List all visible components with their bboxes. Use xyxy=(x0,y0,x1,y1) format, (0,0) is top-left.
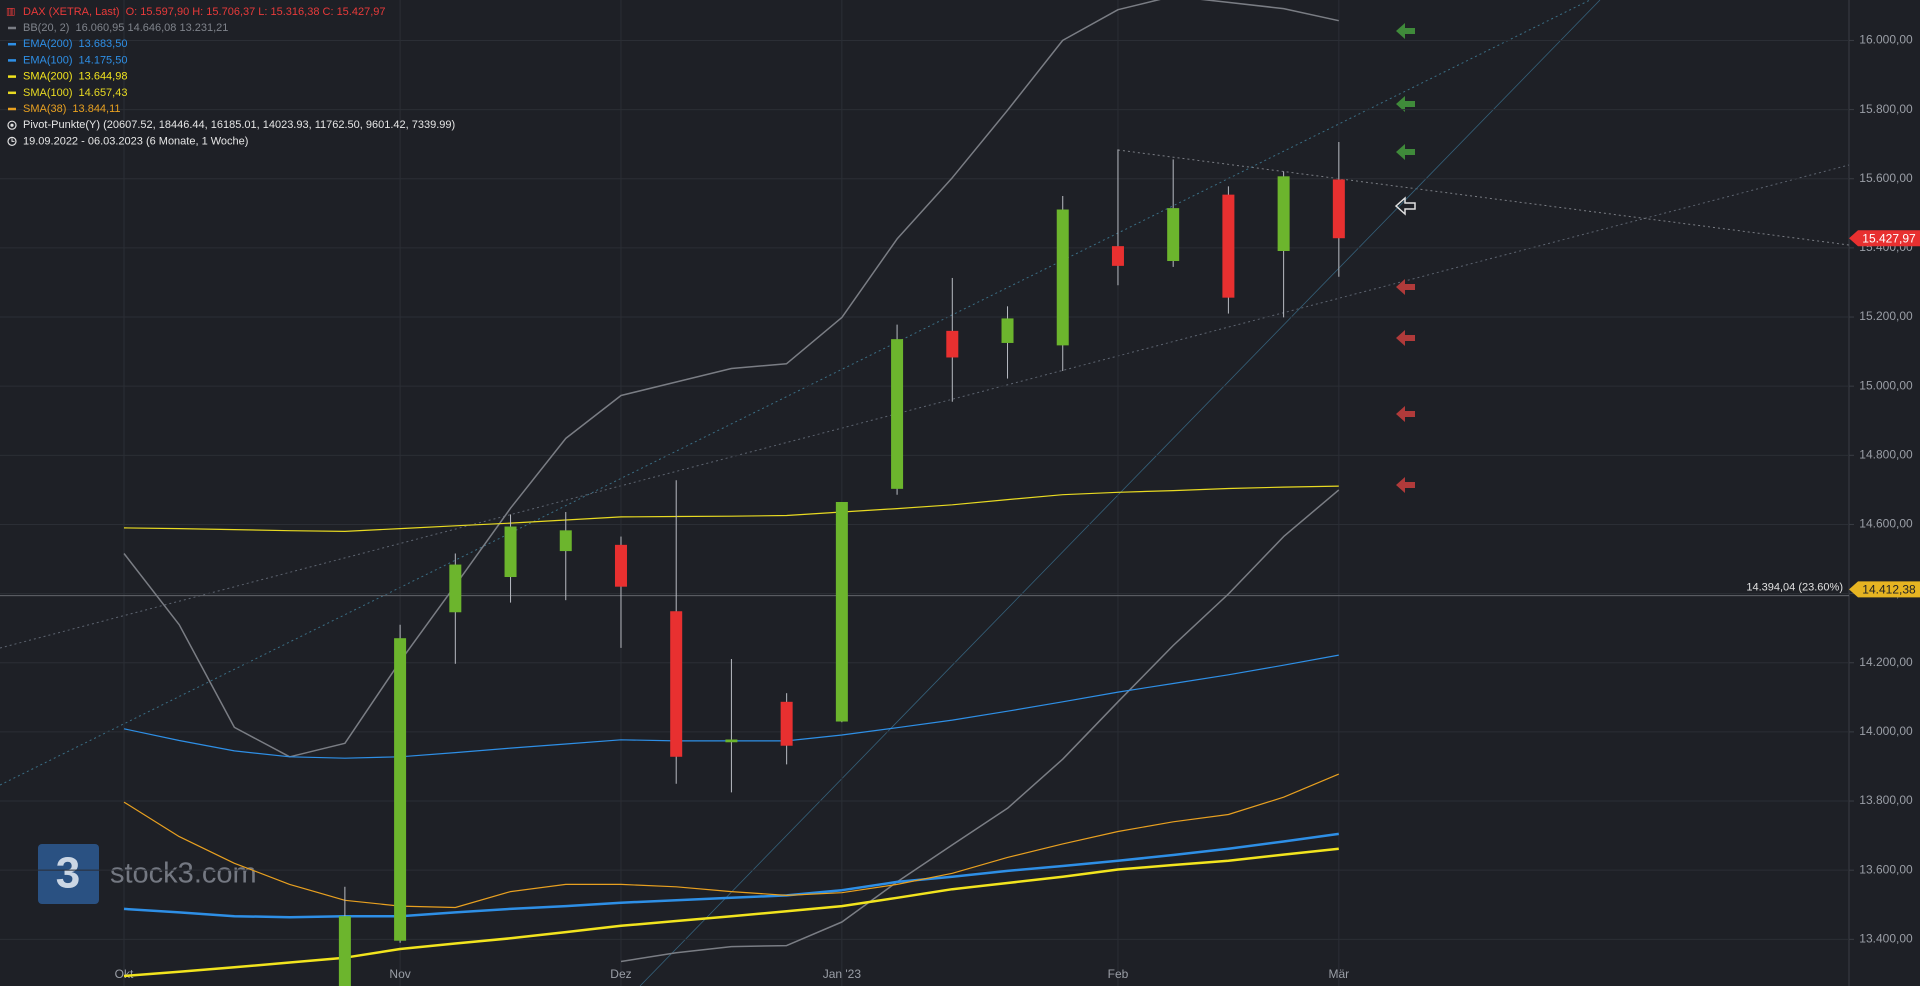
candle-body xyxy=(1222,194,1235,298)
clock-icon xyxy=(7,136,17,146)
y-tick-label: 14.600,00 xyxy=(1859,517,1913,531)
candle-body xyxy=(394,638,407,941)
candle-body xyxy=(338,916,351,986)
indicator-line xyxy=(123,485,1339,532)
legend-name: BB(20, 2) xyxy=(23,22,69,34)
arrow-up xyxy=(1396,96,1415,112)
title-text: DAX (XETRA, Last) xyxy=(23,6,120,18)
candle-body xyxy=(835,501,848,722)
candle-body xyxy=(891,339,904,489)
legend-name: SMA(38) xyxy=(23,103,66,115)
candle-body xyxy=(559,530,572,552)
arrow-down xyxy=(1396,477,1415,493)
y-tick-label: 15.600,00 xyxy=(1859,171,1913,185)
arrow-down xyxy=(1396,330,1415,346)
y-tick-label: 16.000,00 xyxy=(1859,33,1913,47)
clock-hands xyxy=(11,138,15,142)
legend-entry[interactable]: SMA(100) 14.657,43 xyxy=(23,87,127,99)
legend-value: 13.844,11 xyxy=(72,103,120,115)
chart-title: DAX (XETRA, Last) O: 15.597,90 H: 15.706,… xyxy=(23,6,386,18)
legend-entry[interactable]: EMA(200) 13.683,50 xyxy=(23,38,127,50)
indicator-line xyxy=(620,489,1340,963)
legend-entry[interactable]: EMA(100) 14.175,50 xyxy=(23,54,127,66)
candle-body xyxy=(614,544,627,587)
x-tick-label: Dez xyxy=(610,967,631,981)
legend-value: 16.060,95 14.646,08 13.231,21 xyxy=(75,22,228,34)
period-label: 19.09.2022 - 06.03.2023 (6 Monate, 1 Woc… xyxy=(23,135,248,147)
symbol-icon: ▥ xyxy=(6,7,15,18)
legend-value: 13.683,50 xyxy=(79,38,128,50)
y-tick-label: 14.800,00 xyxy=(1859,447,1913,461)
y-tick-label: 13.600,00 xyxy=(1859,862,1913,876)
arrow-up xyxy=(1396,144,1415,160)
indicator-line xyxy=(123,773,1340,909)
candle-body xyxy=(504,526,517,578)
pivot-icon xyxy=(7,120,17,130)
indicator-line xyxy=(123,832,1339,919)
legend-name: SMA(200) xyxy=(23,71,73,83)
arrow-current xyxy=(1394,196,1416,216)
x-tick-label: Nov xyxy=(389,967,410,981)
candle-body xyxy=(946,330,959,358)
watermark-text: stock3.com xyxy=(110,858,257,890)
price-tag-label: 15.427,97 xyxy=(1862,231,1916,245)
candle-body xyxy=(1167,208,1180,262)
x-tick-label: Mär xyxy=(1329,967,1350,981)
y-tick-label: 15.000,00 xyxy=(1859,378,1913,392)
x-tick-label: Feb xyxy=(1108,967,1129,981)
candle-body xyxy=(670,611,683,757)
candle-body xyxy=(1332,179,1345,239)
legend-entry[interactable]: SMA(38) 13.844,11 xyxy=(23,103,121,115)
x-tick-label: Jan '23 xyxy=(823,967,862,981)
legend: ▥ DAX (XETRA, Last) O: 15.597,90 H: 15.706… xyxy=(6,6,455,147)
candle-body xyxy=(780,701,793,746)
legend-name: SMA(100) xyxy=(23,87,73,99)
candle-body xyxy=(1056,209,1069,346)
y-tick-label: 14.200,00 xyxy=(1859,655,1913,669)
price-tag xyxy=(1849,581,1920,598)
indicator-line xyxy=(123,0,1339,758)
candle-body xyxy=(1277,176,1290,251)
legend-value: 13.644,98 xyxy=(79,71,128,83)
y-tick-label: 15.800,00 xyxy=(1859,102,1913,116)
legend-entry[interactable]: BB(20, 2) 16.060,95 14.646,08 13.231,21 xyxy=(23,22,228,34)
fib-label: 14.394,04 (23.60%) xyxy=(1746,582,1843,594)
candle-body xyxy=(1001,318,1014,343)
logo-mark: 3 xyxy=(56,849,80,898)
pivot-icon-dot xyxy=(10,123,14,127)
arrow-down xyxy=(1396,406,1415,422)
candle-body xyxy=(449,564,462,613)
pivot-label: Pivot-Punkte(Y) (20607.52, 18446.44, 161… xyxy=(23,119,455,131)
y-tick-label: 13.800,00 xyxy=(1859,793,1913,807)
price-tag xyxy=(1849,230,1920,247)
trend-line xyxy=(639,0,1601,986)
legend-entry[interactable]: SMA(200) 13.644,98 xyxy=(23,71,127,83)
legend-name: EMA(100) xyxy=(23,54,73,66)
trend-line xyxy=(0,0,1591,786)
ohlc-text: O: 15.597,90 H: 15.706,37 L: 15.316,38 C… xyxy=(126,6,386,18)
arrow-down xyxy=(1396,279,1415,295)
trend-line xyxy=(0,164,1850,649)
y-tick-label: 13.400,00 xyxy=(1859,931,1913,945)
price-tag-label: 14.412,38 xyxy=(1862,582,1916,596)
indicator-line xyxy=(123,847,1339,978)
legend-name: EMA(200) xyxy=(23,38,73,50)
candle-body xyxy=(1111,246,1124,266)
y-tick-label: 15.200,00 xyxy=(1859,309,1913,323)
legend-value: 14.657,43 xyxy=(79,87,128,99)
logo-box xyxy=(38,844,99,904)
x-tick-label: Okt xyxy=(115,967,134,981)
candle-body xyxy=(725,739,738,743)
arrow-up xyxy=(1396,23,1415,39)
y-tick-label: 14.000,00 xyxy=(1859,724,1913,738)
signal-arrows xyxy=(1394,23,1416,493)
legend-value: 14.175,50 xyxy=(79,54,128,66)
